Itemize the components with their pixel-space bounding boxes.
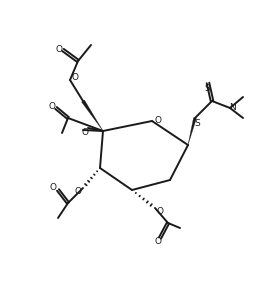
Text: O: O: [71, 72, 78, 81]
Polygon shape: [81, 100, 103, 131]
Text: O: O: [48, 101, 55, 110]
Text: S: S: [203, 84, 209, 93]
Text: O: O: [49, 183, 56, 193]
Text: S: S: [193, 118, 199, 127]
Text: O: O: [154, 115, 161, 125]
Text: O: O: [156, 207, 163, 215]
Text: O: O: [81, 127, 88, 137]
Text: O: O: [154, 238, 161, 246]
Text: O: O: [74, 187, 81, 195]
Text: N: N: [229, 103, 235, 112]
Text: O: O: [55, 45, 62, 54]
Polygon shape: [187, 117, 196, 145]
